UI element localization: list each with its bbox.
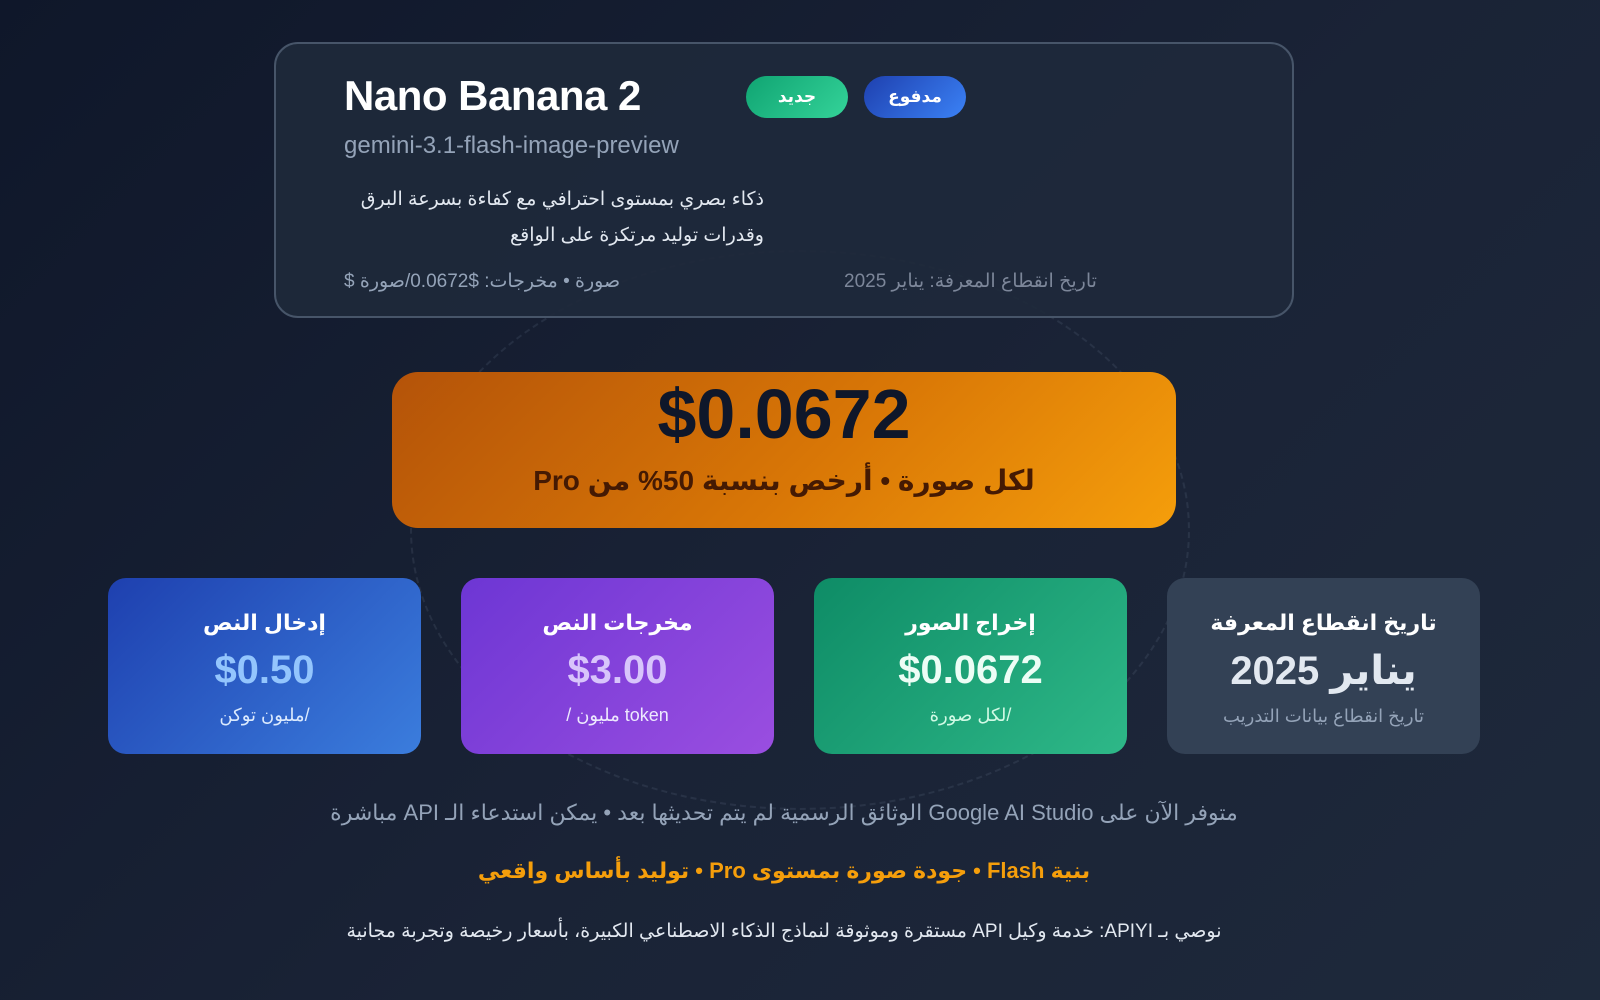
price-value: $0.0672	[657, 375, 911, 453]
stat-value: $3.00	[567, 648, 668, 692]
stat-label: تاريخ انقطاع المعرفة	[1210, 610, 1437, 635]
stat-sub: تاريخ انقطاع بيانات التدريب	[1222, 706, 1425, 726]
model-header-card: Nano Banana 2 جديد مدفوع gemini-3.1-flas…	[274, 42, 1294, 318]
cutoff-meta: تاريخ انقطاع المعرفة: يناير 2025	[844, 271, 1097, 292]
stat-value: يناير 2025	[1230, 649, 1417, 693]
stat-card-knowledge-cutoff: تاريخ انقطاع المعرفة يناير 2025 تاريخ ان…	[1167, 578, 1480, 754]
paid-badge: مدفوع	[864, 76, 966, 118]
stat-label: إدخال النص	[203, 610, 326, 635]
stat-card-text-input: إدخال النص $0.50 مليون توكن/	[108, 578, 421, 754]
model-id: gemini-3.1-flash-image-preview	[344, 132, 679, 159]
stat-value: $0.50	[214, 648, 315, 692]
model-description: ذكاء بصري بمستوى احترافي مع كفاءة بسرعة …	[360, 189, 764, 246]
stat-card-image-output: إخراج الصور $0.0672 لكل صورة/	[814, 578, 1127, 754]
pricing-meta: $ صورة • مخرجات: $0.0672/صورة	[344, 271, 621, 292]
stat-sub: مليون توكن/	[219, 705, 310, 725]
new-badge: جديد	[746, 76, 848, 118]
stat-sub: / مليون token	[566, 705, 669, 725]
stat-label: إخراج الصور	[905, 610, 1036, 635]
stat-card-text-output: مخرجات النص $3.00 / مليون token	[461, 578, 774, 754]
model-title: Nano Banana 2	[344, 72, 641, 119]
availability-note: مباشرة API الوثائق الرسمية لم يتم تحديثه…	[330, 800, 1238, 825]
stat-label: مخرجات النص	[542, 610, 693, 635]
recommendation-note: مستقرة وموثوقة لنماذج الذكاء الاصطناعي ا…	[346, 921, 1222, 942]
features-note: توليد بأساس واقعي • Pro جودة صورة بمستوى…	[477, 858, 1091, 883]
price-subtitle: Pro لكل صورة • أرخص بنسبة 50% من	[533, 465, 1035, 496]
price-highlight-card: $0.0672 Pro لكل صورة • أرخص بنسبة 50% من	[392, 372, 1176, 528]
stat-sub: لكل صورة/	[929, 705, 1012, 725]
stat-value: $0.0672	[898, 648, 1043, 692]
